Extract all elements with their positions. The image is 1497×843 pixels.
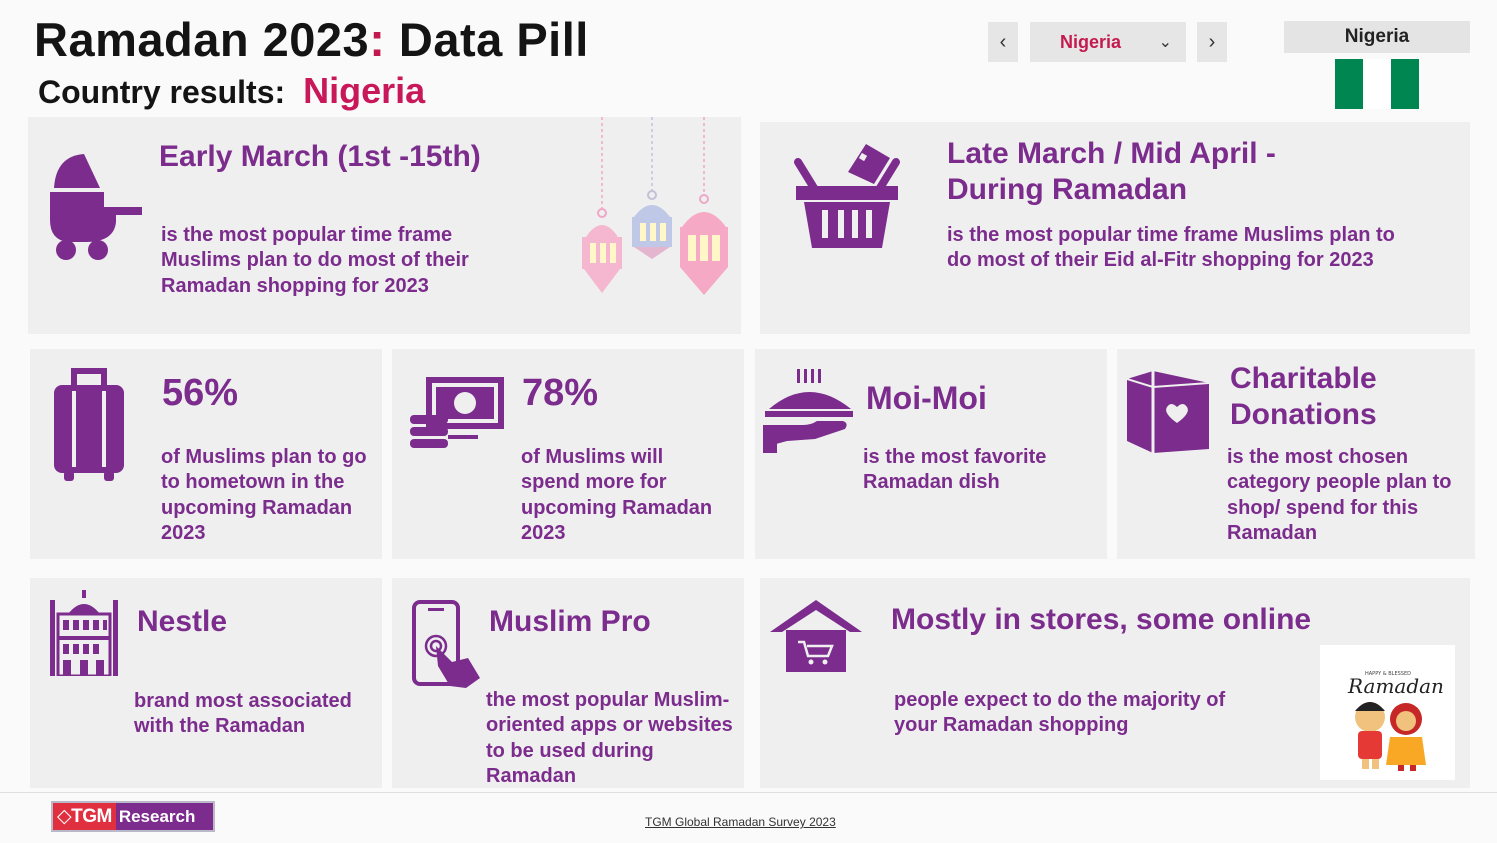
logo-tgm: ◇TGM [53,803,116,830]
lantern-decoration-icon [582,117,728,295]
spend-more-value: 78% [522,372,599,414]
card-eid-shopping: Late March / Mid April - During Ramadan … [760,122,1470,334]
card-brand: Nestle brand most associated with the Ra… [30,578,382,788]
card-channel: Mostly in stores, some online people exp… [760,578,1470,788]
mosque-icon [50,590,118,676]
stroller-icon [50,154,142,260]
card-hometown: 56% of Muslims plan to go to hometown in… [30,349,382,559]
survey-source-link[interactable]: TGM Global Ramadan Survey 2023 [645,815,836,829]
country-select-value: Nigeria [1060,31,1122,52]
category-description: is the most chosen category people plan … [1227,446,1452,545]
title-text: Ramadan 2023 [34,13,370,66]
eid-shopping-headline: Late March / Mid April - During Ramadan [947,137,1276,206]
ramadan-kids-icon: HAPPY & BLESSED Ramadan [1347,671,1444,771]
dish-headline: Moi-Moi [866,380,987,416]
sticker-script-text: Ramadan [1347,674,1444,698]
basket-icon [794,144,900,248]
flag-stripe-left [1335,59,1363,109]
country-results-value: Nigeria [303,70,426,111]
ramadan-shopping-headline: Early March (1st -15th) [159,140,481,173]
hometown-description: of Muslims plan to go to hometown in the… [161,446,367,545]
chevron-down-icon: ⌄ [1158,34,1172,51]
app-headline: Muslim Pro [489,605,651,638]
serving-dish-icon [763,369,853,453]
card-app: Muslim Pro the most popular Muslim-orien… [392,578,744,788]
app-description: the most popular Muslim-oriented apps or… [486,689,733,788]
flag-country-label: Nigeria [1284,21,1470,53]
luggage-icon [54,368,124,481]
money-icon [410,377,504,448]
country-results-label: Country results: [38,74,286,110]
card-spend-more: 78% of Muslims will spend more for upcom… [392,349,744,559]
channel-description: people expect to do the majority of your… [894,689,1226,737]
flag-stripe-right [1391,59,1419,109]
nigeria-flag [1335,59,1419,109]
logo-research: Research [118,806,196,826]
category-headline: Charitable Donations [1230,362,1377,431]
ramadan-shopping-description: is the most popular time frame Muslims p… [161,224,469,297]
tgm-research-logo[interactable]: ◇TGM Research [51,801,215,832]
hometown-value: 56% [162,372,239,414]
card-ramadan-shopping: Early March (1st -15th) is the most popu… [28,117,741,334]
card-category: Charitable Donations is the most chosen … [1117,349,1475,559]
spend-more-description: of Muslims will spend more for upcoming … [521,446,713,545]
brand-description: brand most associated with the Ramadan [134,690,352,738]
eid-shopping-description: is the most popular time frame Muslims p… [947,224,1395,272]
next-country-button[interactable]: › [1197,22,1227,62]
dish-description: is the most favorite Ramadan dish [863,446,1047,494]
brand-headline: Nestle [137,605,228,638]
title-colon: : [369,13,386,66]
chevron-left-icon: ‹ [999,30,1007,53]
page-title: Ramadan 2023: Data Pill [34,12,589,67]
smartphone-touch-icon [412,600,480,688]
store-cart-icon [770,600,862,672]
donation-box-icon [1127,371,1209,453]
ramadan-illustration: HAPPY & BLESSED Ramadan [1320,645,1455,780]
footer-divider [0,792,1497,793]
chevron-right-icon: › [1208,30,1216,53]
country-results: Country results: Nigeria [38,70,425,112]
flag-stripe-center [1363,59,1391,109]
country-select[interactable]: Nigeria ⌄ [1030,22,1186,62]
title-text-suffix: Data Pill [385,13,589,66]
sticker-small-text: HAPPY & BLESSED [1365,671,1411,677]
prev-country-button[interactable]: ‹ [988,22,1018,62]
channel-headline: Mostly in stores, some online [891,603,1312,636]
card-dish: Moi-Moi is the most favorite Ramadan dis… [755,349,1107,559]
